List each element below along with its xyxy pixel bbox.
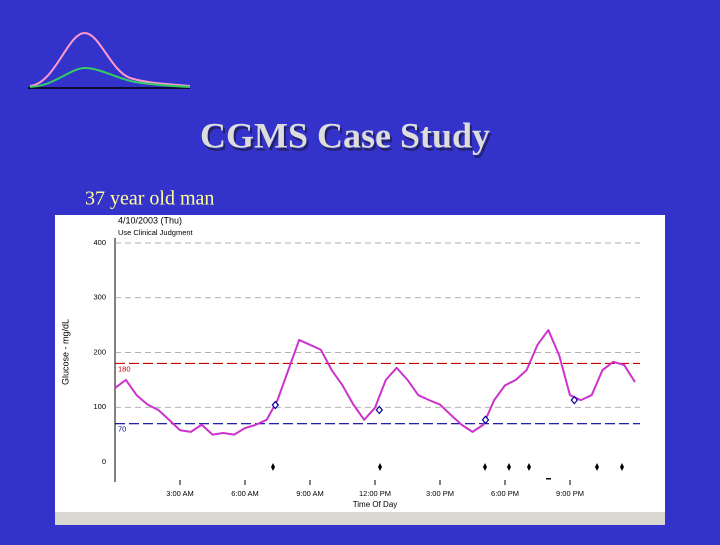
x-tick-label: 9:00 PM [556,489,584,498]
y-axis-label: Glucose - mg/dL [60,319,70,385]
event-markers [271,463,624,480]
slide-subtitle: 37 year old man [85,188,214,210]
x-tick-label: 9:00 AM [296,489,324,498]
meter-reading [570,395,579,405]
meter-reading [481,415,490,425]
logo [28,31,191,89]
threshold-label: 70 [118,425,126,434]
y-tick-label: 0 [102,457,106,466]
x-tick-label: 6:00 AM [231,489,259,498]
glucose-line [114,329,636,436]
y-tick-label: 300 [93,293,106,302]
x-axis-label: Time Of Day [353,500,398,509]
x-tick-label: 3:00 AM [166,489,194,498]
chart-footer [55,512,665,525]
y-tick-label: 100 [93,402,106,411]
slide-title: CGMS Case Study [200,115,490,155]
title-shadow: CGMS Case Study [202,118,492,158]
meter-reading [375,405,384,415]
x-tick-label: 3:00 PM [426,489,454,498]
x-tick-label: 12:00 PM [359,489,391,498]
meter-reading [271,400,280,410]
y-tick-label: 200 [93,347,106,356]
y-tick-label: 400 [93,238,106,247]
chart-title: 4/10/2003 (Thu) [118,215,182,225]
chart-panel [55,215,665,525]
threshold-label: 180 [118,364,131,373]
chart-subtitle: Use Clinical Judgment [118,228,194,237]
x-tick-label: 6:00 PM [491,489,519,498]
